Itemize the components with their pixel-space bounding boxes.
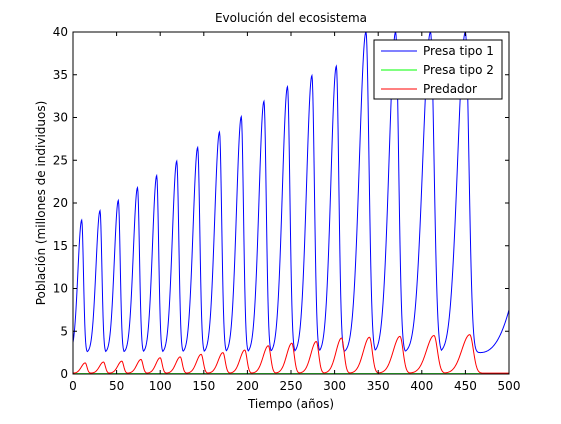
x-tick-label: 50 [109, 379, 124, 393]
series-line-presa-tipo-1 [73, 32, 509, 354]
y-tick-label: 30 [53, 111, 68, 125]
x-axis-label: Tiempo (años) [247, 397, 334, 411]
x-tick-label: 0 [69, 379, 77, 393]
legend-label-predador: Predador [423, 82, 477, 96]
legend-label-presa-tipo-1: Presa tipo 1 [423, 44, 494, 58]
y-tick-label: 35 [53, 68, 68, 82]
x-tick-label: 300 [323, 379, 346, 393]
series-line-predador [73, 334, 509, 374]
x-tick-label: 100 [149, 379, 172, 393]
x-tick-label: 500 [498, 379, 521, 393]
x-tick-label: 200 [236, 379, 259, 393]
x-tick-label: 350 [367, 379, 390, 393]
y-axis-label: Población (millones de individuos) [34, 101, 48, 306]
ticks: 0 50 100 150 200 250 300 350 400 450 500 0 5 10 15 20 25… [53, 25, 521, 393]
legend: Presa tipo 1 Presa tipo 2 Predador [373, 39, 503, 100]
y-tick-label: 10 [53, 282, 68, 296]
x-tick-label: 250 [280, 379, 303, 393]
x-tick-label: 400 [410, 379, 433, 393]
y-tick-label: 40 [53, 25, 68, 39]
y-tick-label: 5 [60, 324, 68, 338]
y-tick-label: 25 [53, 153, 68, 167]
x-tick-label: 150 [192, 379, 215, 393]
chart-title: Evolución del ecosistema [215, 11, 367, 25]
legend-label-presa-tipo-2: Presa tipo 2 [423, 63, 494, 77]
y-tick-label: 15 [53, 239, 68, 253]
y-tick-label: 0 [60, 367, 68, 381]
y-tick-label: 20 [53, 196, 68, 210]
x-tick-label: 450 [454, 379, 477, 393]
